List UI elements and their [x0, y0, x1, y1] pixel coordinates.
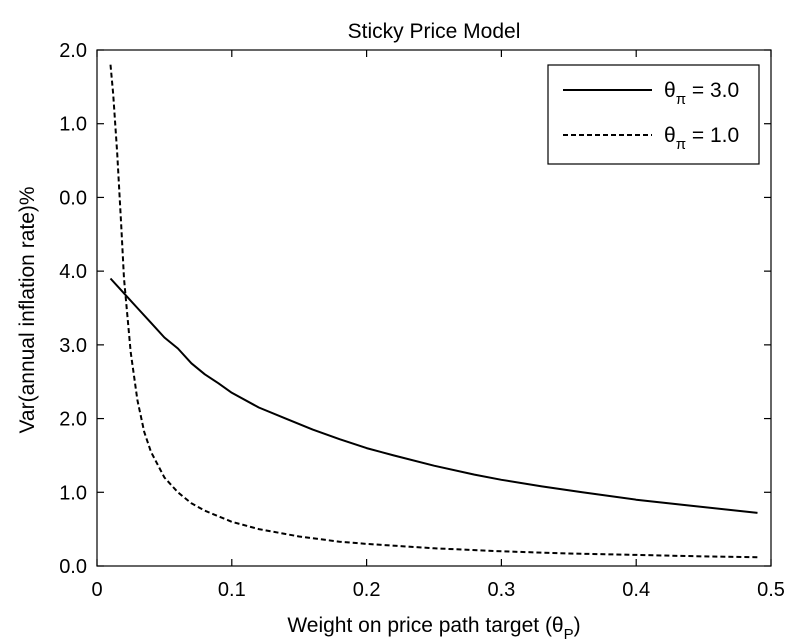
y-tick-label: 0.0: [59, 556, 87, 578]
x-tick-label: 0: [91, 579, 102, 601]
x-tick-label: 0.2: [353, 579, 381, 601]
y-tick-label: 2.0: [59, 40, 87, 62]
plot-frame: [96, 49, 772, 567]
legend-label-series-1-tail: = 3.0: [686, 79, 739, 102]
y-tick-label: 4.0: [59, 261, 87, 283]
legend-label-series-2-base: θ: [664, 124, 676, 147]
y-tick-label: 0.0: [59, 187, 87, 209]
series-line-solid: [109, 277, 758, 514]
x-tick-label: 0.4: [622, 579, 650, 601]
y-axis-label: Var(annual inflation rate)%: [16, 186, 39, 433]
legend: θπ = 3.0 θπ = 1.0: [547, 64, 760, 165]
y-tick-label: 3.0: [59, 335, 87, 357]
x-tick-label: 0.5: [757, 579, 785, 601]
y-tick-label: 1.0: [59, 482, 87, 504]
y-axis-label-group: Var(annual inflation rate)%: [16, 186, 39, 433]
x-tick-label: 0.1: [218, 579, 246, 601]
series-line-dashed: [109, 64, 758, 559]
x-axis-label-tail: ): [574, 614, 581, 637]
x-axis-label-subscript: P: [564, 626, 574, 642]
axis-ticks: 0 0.1 0.2 0.3 0.4 0.5 0.0 1.0 2.0 3.0 4.0 0.0 1.0 2.0…: [59, 40, 785, 601]
x-axis-label: Weight on price path target (θP): [287, 614, 580, 642]
series-lines: [109, 64, 758, 559]
legend-box: [547, 64, 760, 165]
chart-title: Sticky Price Model: [348, 20, 521, 43]
legend-label-series-1-subscript: π: [676, 91, 686, 108]
y-tick-label: 2.0: [59, 409, 87, 431]
legend-label-series-2: θπ = 1.0: [664, 124, 739, 153]
x-axis-label-base: Weight on price path target (θ: [287, 614, 563, 637]
legend-label-series-1: θπ = 3.0: [664, 79, 739, 108]
x-tick-label: 0.3: [487, 579, 515, 601]
legend-label-series-1-base: θ: [664, 79, 676, 102]
y-tick-label: 1.0: [59, 114, 87, 136]
legend-label-series-2-tail: = 1.0: [686, 124, 739, 147]
legend-label-series-2-subscript: π: [676, 136, 686, 153]
